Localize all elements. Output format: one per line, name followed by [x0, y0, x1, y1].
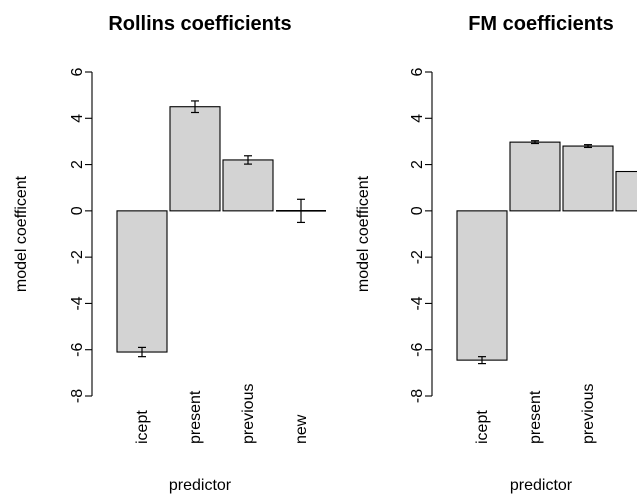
bar	[222, 159, 274, 212]
x-tick-label: previous	[240, 384, 257, 444]
x-axis-label: predictor	[510, 477, 573, 494]
x-tick-label: icept	[474, 410, 491, 444]
x-axis-label: predictor	[169, 477, 232, 494]
x-tick-label: previous	[580, 384, 597, 444]
chart-panel-2: FM coefficients 6 4 2 0 -2 -4 -6 -8 model coeffic…	[355, 13, 637, 494]
x-tick-label: new	[633, 414, 637, 444]
y-tick-label: 6	[69, 67, 86, 76]
y-axis-label: model coefficent	[355, 175, 372, 292]
y-tick-label: 4	[409, 114, 426, 123]
bar	[169, 106, 221, 212]
bar	[562, 145, 614, 212]
bar	[509, 141, 561, 212]
y-tick-label: 6	[409, 67, 426, 76]
y-tick-label: -8	[69, 389, 86, 403]
error-bar	[297, 198, 305, 224]
y-tick-label: -4	[69, 296, 86, 310]
bar	[456, 210, 508, 361]
y-tick-label: -4	[409, 296, 426, 310]
x-tick-label: present	[187, 390, 204, 444]
chart-title: Rollins coefficients	[108, 13, 291, 35]
error-bar	[584, 144, 592, 149]
error-bar	[138, 346, 146, 358]
y-tick-label: 4	[69, 114, 86, 123]
y-axis-label: model coefficent	[13, 175, 30, 292]
bar	[615, 170, 637, 212]
error-bar	[478, 356, 486, 365]
y-tick-label: -2	[69, 250, 86, 264]
y-tick-label: -2	[409, 250, 426, 264]
error-bar	[531, 140, 539, 145]
error-bar	[244, 155, 252, 165]
chart-panel-1: Rollins coefficients 6 4 2 0 -2 -4 -6 -8 model co…	[13, 13, 326, 494]
y-tick-label: 0	[69, 206, 86, 215]
y-tick-label: 0	[409, 206, 426, 215]
x-tick-label: icept	[134, 410, 151, 444]
error-bar	[191, 100, 199, 114]
bar	[116, 210, 168, 353]
y-tick-label: -6	[69, 343, 86, 357]
y-tick-label: -8	[409, 389, 426, 403]
y-tick-label: 2	[69, 160, 86, 169]
chart-title: FM coefficients	[468, 13, 614, 35]
x-tick-label: present	[527, 390, 544, 444]
y-tick-label: -6	[409, 343, 426, 357]
x-tick-label: new	[293, 414, 310, 444]
y-tick-label: 2	[409, 160, 426, 169]
